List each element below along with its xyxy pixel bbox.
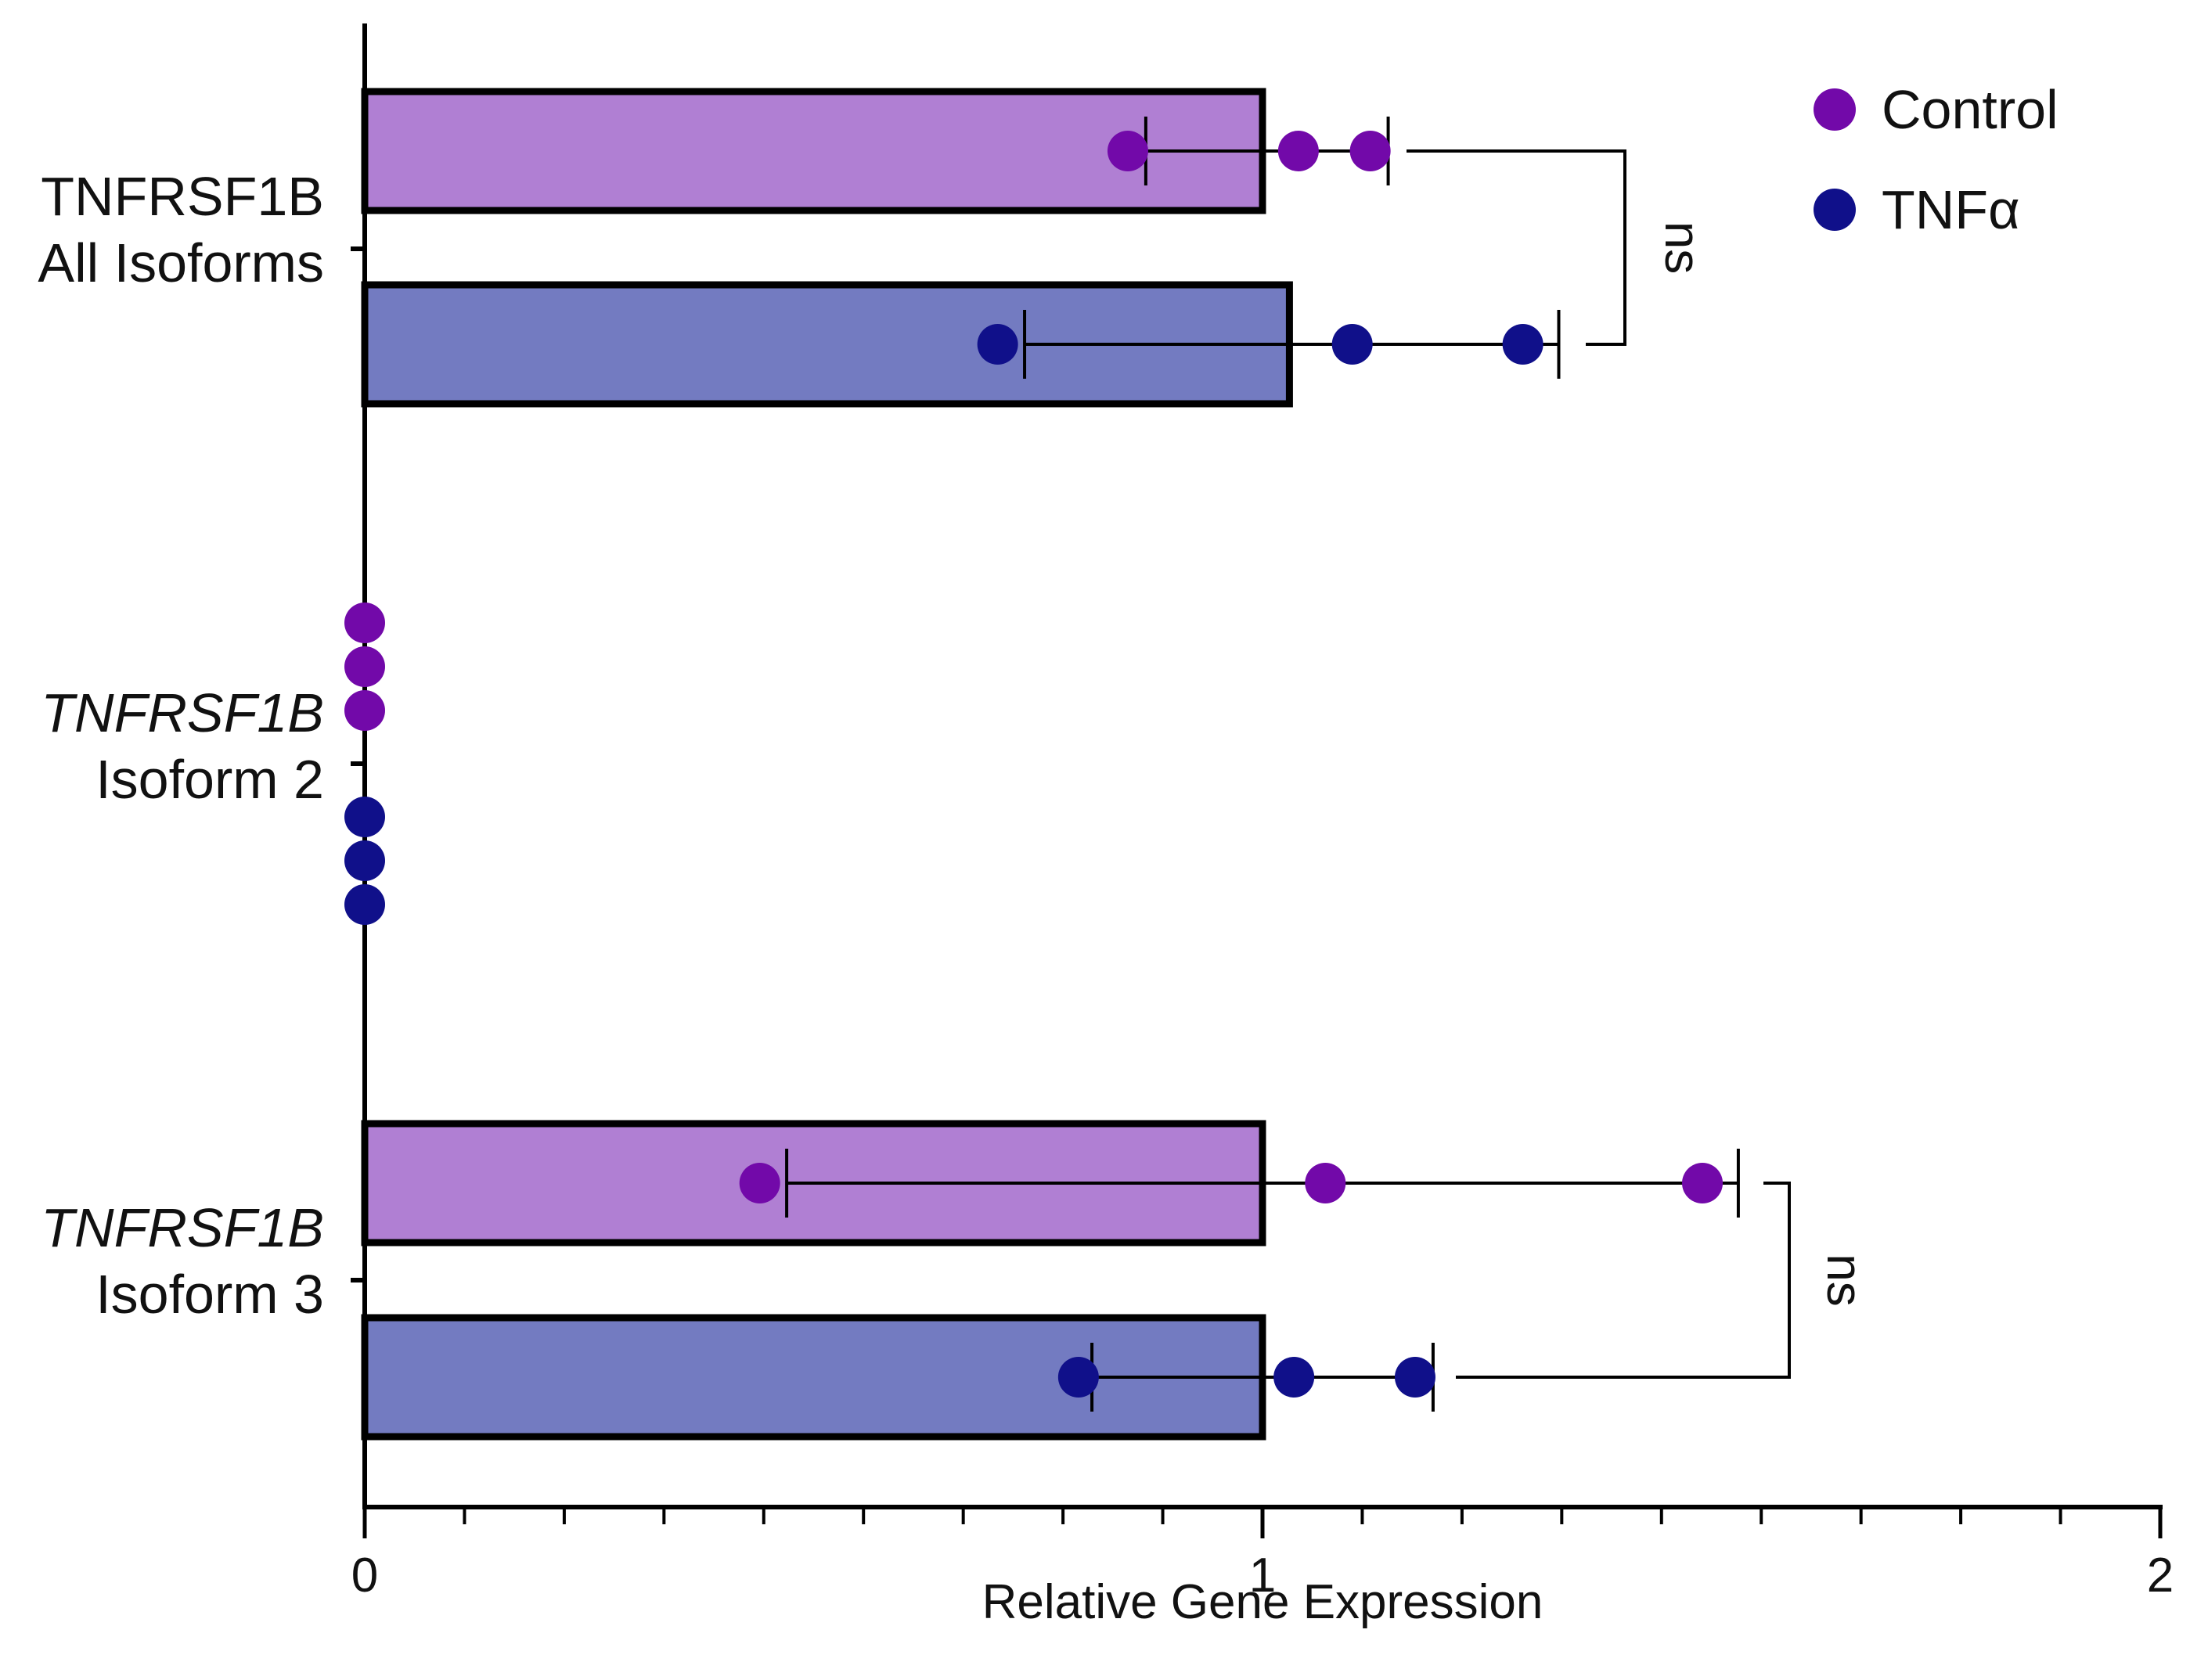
legend-marker-1 — [1814, 189, 1856, 231]
error-bars — [785, 117, 1740, 1412]
legend[interactable]: Control TNFα — [1814, 79, 2059, 240]
data-point-all-1 — [1331, 324, 1373, 365]
x-tick-label: 0 — [351, 1549, 378, 1603]
bars — [361, 88, 1293, 1441]
x-tick-label: 2 — [2147, 1549, 2174, 1603]
data-point-iso3-0 — [1305, 1163, 1346, 1203]
data-point-iso2-1 — [344, 840, 385, 881]
legend-label-1: TNFα — [1882, 179, 2020, 240]
significance-bracket-all — [1407, 149, 1626, 346]
data-point-iso2-0 — [344, 646, 385, 687]
category-label-all-line1: TNFRSF1B — [41, 166, 324, 227]
significance-label-iso3: ns — [1817, 1254, 1873, 1307]
data-point-all-1 — [977, 324, 1018, 365]
data-point-iso3-0 — [739, 1163, 780, 1203]
significance-label-all: ns — [1655, 221, 1711, 275]
data-point-iso2-0 — [344, 690, 385, 731]
significance-brackets: ns ns — [1407, 149, 1873, 1379]
data-point-iso3-0 — [1682, 1163, 1724, 1203]
data-point-iso2-1 — [344, 884, 385, 925]
data-point-all-0 — [1107, 131, 1148, 171]
data-points — [344, 131, 1724, 1398]
x-tick-label: 1 — [1249, 1549, 1276, 1603]
significance-bracket-iso3 — [1456, 1182, 1791, 1379]
x-axis-title: Relative Gene Expression — [982, 1575, 1543, 1629]
data-point-iso2-0 — [344, 603, 385, 643]
data-point-all-0 — [1277, 131, 1319, 171]
data-point-all-0 — [1349, 131, 1391, 171]
data-point-iso3-1 — [1057, 1357, 1099, 1398]
category-label-iso3-line1: TNFRSF1B — [41, 1197, 324, 1258]
axes: 0 1 2 Relative Gene Expression — [351, 23, 2174, 1629]
legend-marker-0 — [1814, 88, 1856, 131]
data-point-all-1 — [1502, 324, 1543, 365]
data-point-iso3-1 — [1273, 1357, 1315, 1398]
category-label-iso2-line2: Isoform 2 — [95, 749, 324, 810]
category-label-iso3-line2: Isoform 3 — [95, 1264, 324, 1325]
category-label-iso2-line1: TNFRSF1B — [41, 682, 324, 743]
category-label-all-line2: All Isoforms — [38, 232, 324, 293]
data-point-iso2-1 — [344, 797, 385, 837]
data-point-iso3-1 — [1394, 1357, 1435, 1398]
legend-label-0: Control — [1882, 79, 2059, 140]
